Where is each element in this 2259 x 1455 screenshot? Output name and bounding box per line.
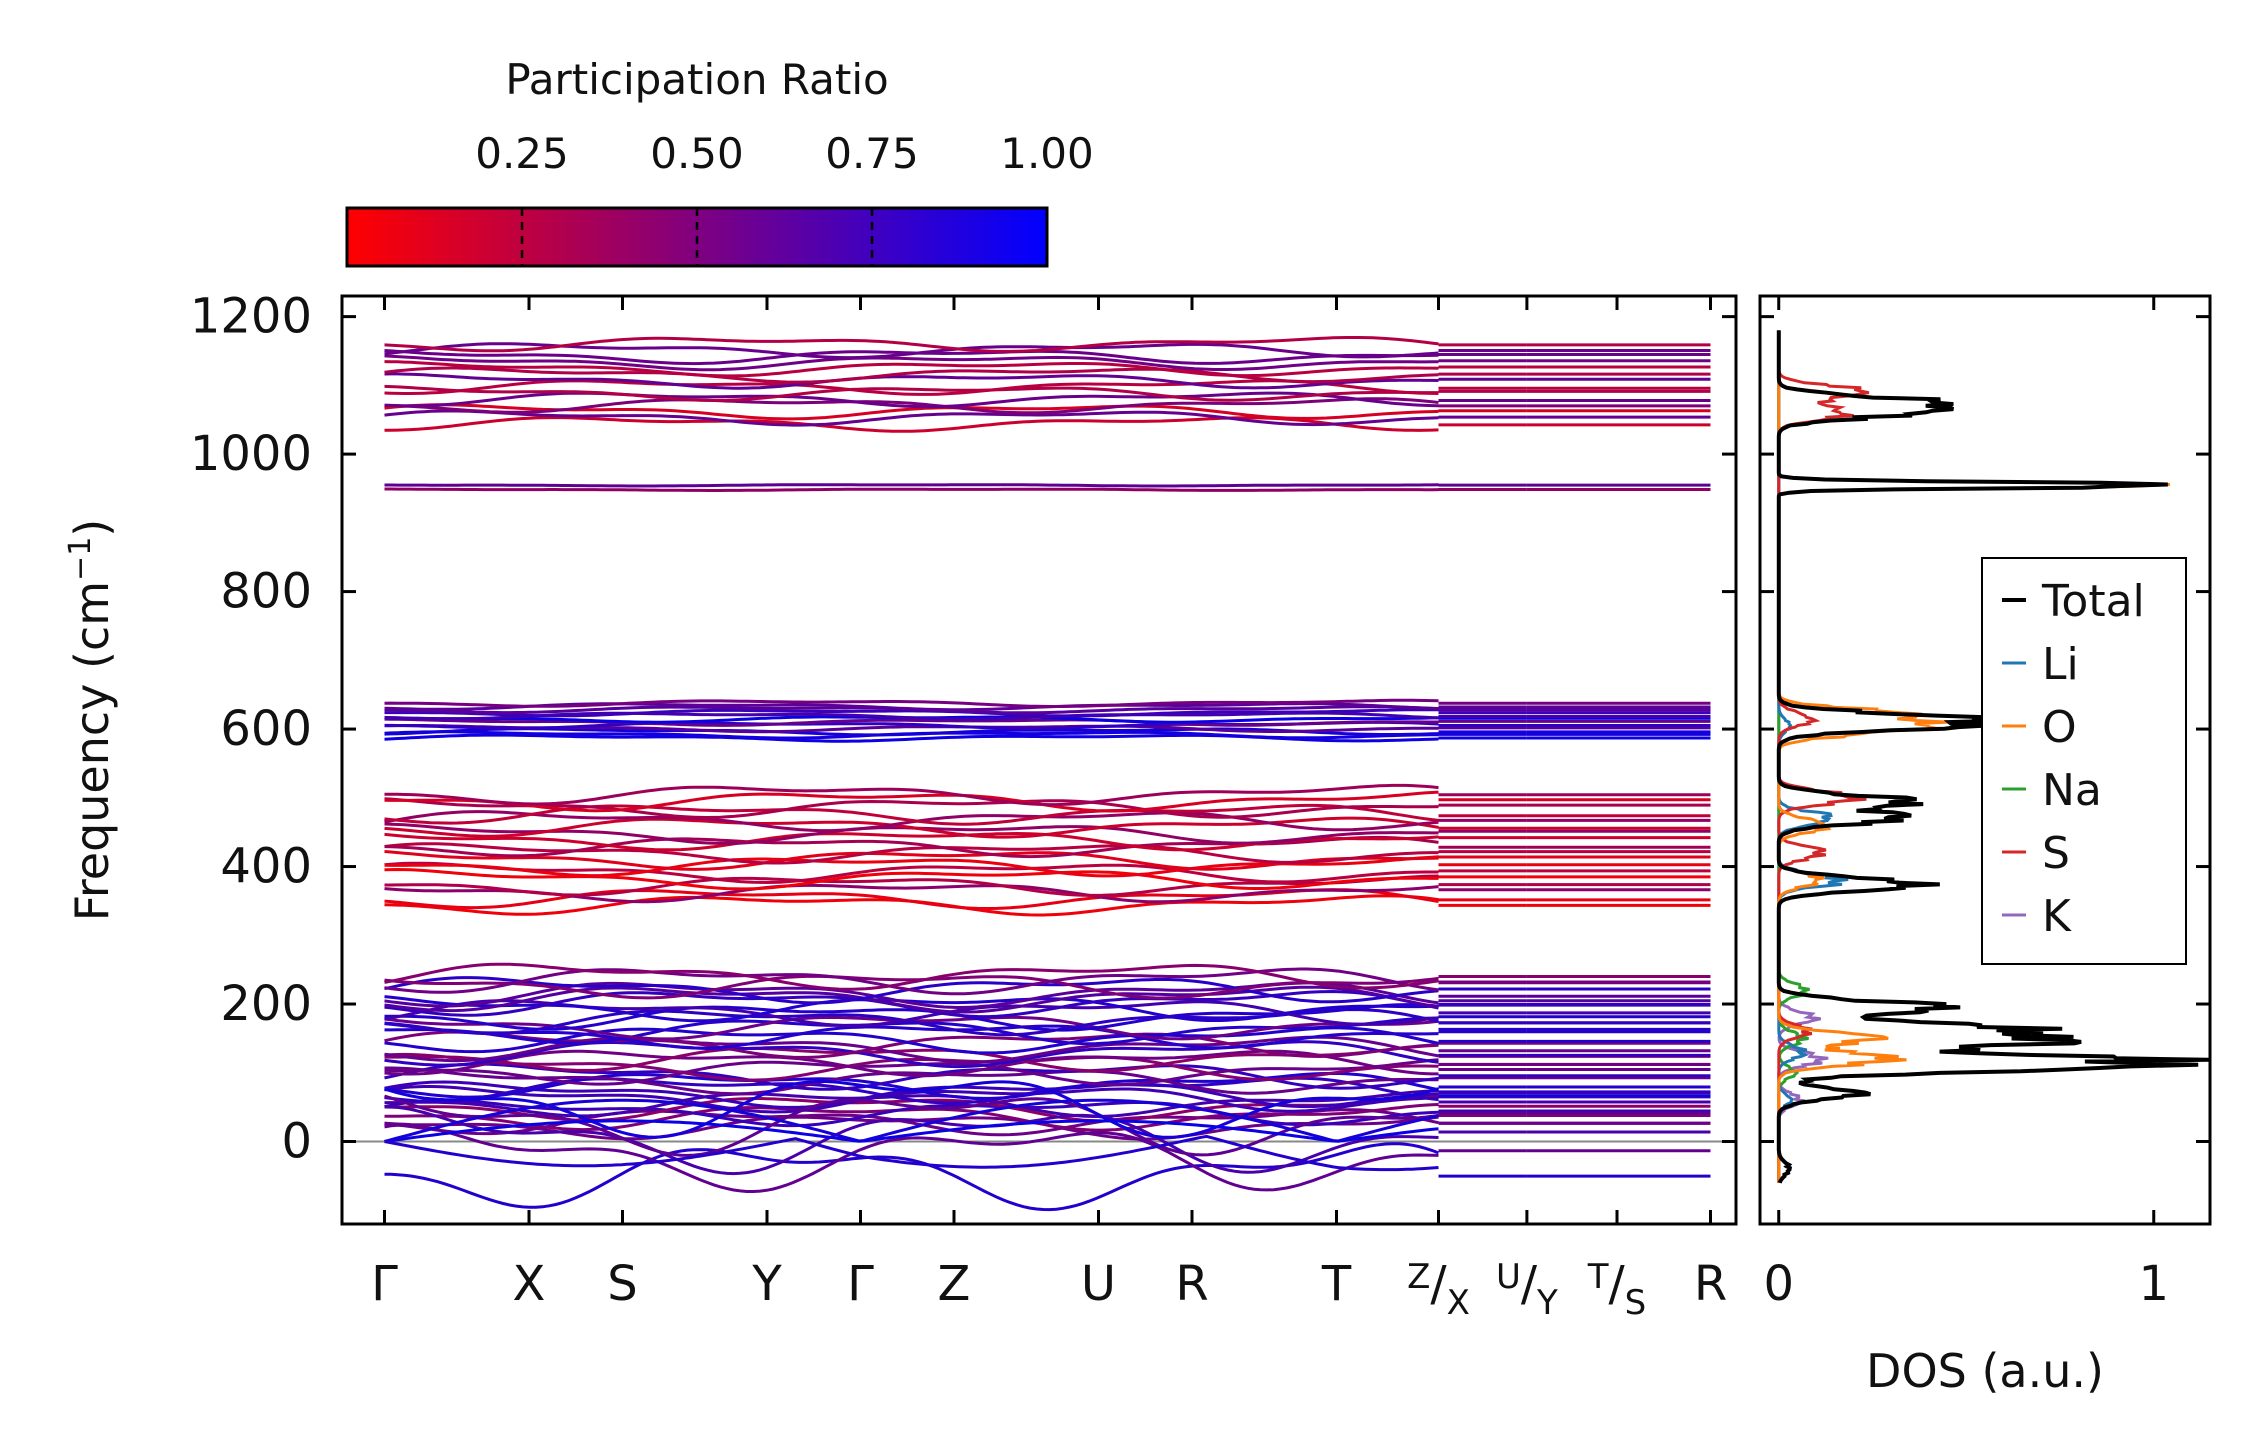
legend-label: O (2042, 702, 2077, 753)
dos-curve-total (1776, 330, 2209, 1184)
legend-label: Li (2042, 639, 2079, 690)
acoustic-band (384, 1119, 1439, 1143)
legend-label: Total (2041, 576, 2145, 627)
phonon-band (384, 391, 1439, 409)
phonon-band (384, 354, 1439, 372)
acoustic-band (384, 1134, 1439, 1172)
kpath-label: S (607, 1256, 637, 1312)
colorbar-label: Participation Ratio (505, 55, 888, 104)
phonon-bands (384, 336, 1711, 1212)
dos-x-tick-label: 0 (1763, 1256, 1794, 1312)
phonon-band (384, 372, 1439, 390)
phonon-band (384, 850, 1439, 871)
phonon-band (384, 1142, 1440, 1212)
kpath-label: Y (751, 1256, 782, 1312)
dos-x-tick-label: 1 (2138, 1256, 2169, 1312)
kpath-label: R (1694, 1256, 1727, 1312)
phonon-band (384, 867, 1439, 891)
phonon-band (384, 967, 1439, 996)
phonon-band (384, 974, 1439, 1000)
phonon-band (384, 717, 1439, 727)
phonon-band (384, 790, 1439, 813)
kpath-label: Z/X (1407, 1256, 1470, 1323)
legend-label: Na (2042, 765, 2102, 816)
kpath-label: R (1175, 1256, 1208, 1312)
legend-box (1981, 557, 2187, 965)
phonon-band (384, 1079, 1439, 1139)
dos-panel-frame (1758, 294, 2212, 1226)
kpath-label: Γ (847, 1256, 874, 1312)
phonon-band (384, 379, 1439, 396)
frequency-axis: 0 200 400 600 800 1000 1200 (190, 289, 1736, 1170)
phonon-band (384, 1094, 1439, 1157)
colorbar-tick-label: 0.25 (475, 129, 569, 178)
kpath-label: U/Y (1496, 1256, 1558, 1323)
phonon-band (384, 366, 1439, 384)
frequency-axis-title: Frequency (cm−1) (63, 519, 119, 922)
kpath-label: T/S (1587, 1256, 1647, 1323)
kpath-label: Z (938, 1256, 971, 1312)
phonon-band (384, 409, 1439, 427)
band-structure-panel: 0 200 400 600 800 1000 1200 Γ X S Y Γ Z U R T Z/X U/Y T/S… (63, 289, 1738, 1323)
phonon-band (384, 1035, 1439, 1064)
y-tick-label: 400 (220, 839, 312, 895)
phonon-band (384, 1043, 1439, 1073)
y-tick-label: 200 (220, 976, 312, 1032)
phonon-band (384, 708, 1439, 718)
kpath-label: T (1321, 1256, 1352, 1312)
phonon-band (384, 874, 1439, 897)
dos-axis-title: DOS (a.u.) (1866, 1344, 2104, 1398)
phonon-band (384, 336, 1439, 353)
kpath-label: X (513, 1256, 546, 1312)
phonon-band (384, 1105, 1439, 1176)
phonon-band (384, 855, 1439, 878)
y-tick-label: 600 (220, 701, 312, 757)
phonon-band (384, 995, 1439, 1023)
phonon-band (384, 783, 1439, 807)
kpath-label: U (1081, 1256, 1116, 1312)
phonon-band (384, 698, 1439, 708)
y-tick-label: 1200 (190, 289, 312, 345)
phonon-band (384, 985, 1439, 1014)
y-tick-label: 0 (281, 1114, 312, 1170)
colorbar: Participation Ratio 0.25 0.50 0.75 1.00 (345, 55, 1094, 268)
phonon-band (384, 962, 1439, 991)
kpath-axis: Γ X S Y Γ Z U R T Z/X U/Y T/S R (371, 296, 1727, 1323)
phonon-band (384, 1089, 1439, 1119)
band-panel-frame (340, 294, 1738, 1226)
phonon-band (384, 1066, 1439, 1096)
acoustic-band (384, 1098, 1439, 1143)
phonon-band (384, 1052, 1439, 1082)
phonon-band (384, 483, 1439, 488)
colorbar-tick-label: 1.00 (1000, 129, 1094, 178)
phonon-band (384, 1123, 1439, 1193)
phonon-band (384, 360, 1439, 378)
phonon-band (384, 894, 1439, 917)
colorbar-ticks: 0.25 0.50 0.75 1.00 (475, 129, 1094, 266)
phonon-band (384, 861, 1439, 885)
phonon-band (384, 384, 1439, 402)
legend-label: S (2042, 828, 2070, 879)
colorbar-tick-label: 0.50 (650, 129, 744, 178)
kpath-label: Γ (371, 1256, 398, 1312)
colorbar-tick-label: 0.75 (825, 129, 919, 178)
dos-curves (1776, 330, 2209, 1184)
phonon-band (384, 397, 1439, 415)
phonon-band (384, 1003, 1439, 1032)
y-tick-label: 1000 (190, 426, 312, 482)
phonon-band (384, 1026, 1439, 1055)
phonon-band (384, 1022, 1439, 1050)
dos-legend: Total Li O Na SK (1981, 557, 2187, 965)
y-tick-label: 800 (220, 564, 312, 620)
phonon-band (384, 487, 1439, 492)
phonon-band (384, 842, 1439, 865)
legend-label: K (2042, 891, 2072, 942)
phonon-band (384, 797, 1439, 820)
phonon-band (384, 1058, 1439, 1087)
dos-curve-li (1777, 330, 1849, 1183)
